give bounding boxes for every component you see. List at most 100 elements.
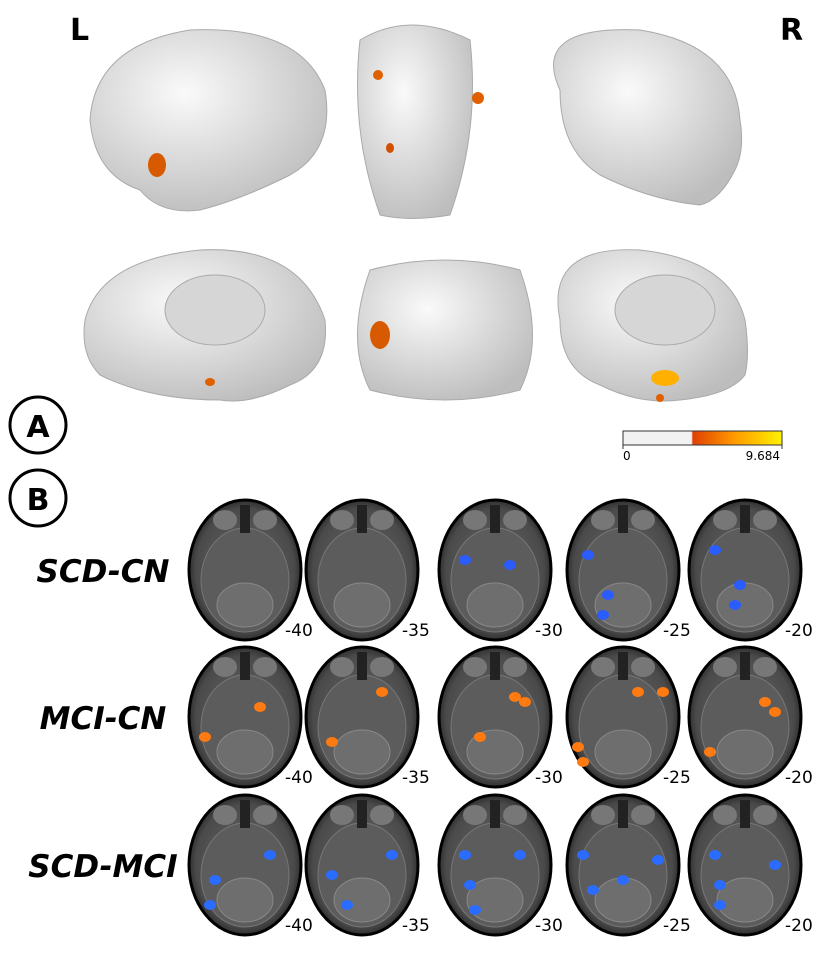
eye — [713, 657, 737, 677]
cerebellum — [333, 582, 391, 628]
slice-label: -30 — [535, 768, 563, 788]
slice-label: -30 — [535, 621, 563, 641]
slice-label: -30 — [535, 916, 563, 936]
activation-blob — [769, 707, 781, 717]
activation-blob — [254, 702, 266, 712]
activation-blob — [376, 687, 388, 697]
eye — [591, 657, 615, 677]
cerebellum — [216, 729, 274, 775]
nasal — [740, 800, 750, 828]
nasal — [240, 505, 250, 533]
activation-blob — [704, 747, 716, 757]
eye — [213, 805, 237, 825]
slice-label: -40 — [285, 768, 313, 788]
slice-label: -25 — [663, 621, 691, 641]
colorbar — [622, 430, 783, 446]
nasal — [357, 800, 367, 828]
activation-blob — [572, 742, 584, 752]
eye — [253, 510, 277, 530]
eye — [370, 657, 394, 677]
activation-blob — [709, 850, 721, 860]
cerebellum — [716, 729, 774, 775]
activation-blob — [199, 732, 211, 742]
eye — [463, 657, 487, 677]
activation-blob — [617, 875, 629, 885]
slice-label: -25 — [663, 768, 691, 788]
activation-blob — [709, 545, 721, 555]
activation-blob — [264, 850, 276, 860]
eye — [330, 510, 354, 530]
nasal — [618, 505, 628, 533]
eye — [253, 805, 277, 825]
activation-blob — [582, 550, 594, 560]
activation-blob — [469, 905, 481, 915]
colorbar-label: 9.684 — [746, 449, 780, 463]
row-label: MCI-CN — [40, 701, 167, 737]
cerebellum — [357, 259, 533, 401]
eye — [631, 657, 655, 677]
activation-blob — [459, 555, 471, 565]
activation-blob — [734, 580, 746, 590]
slice-label: -20 — [785, 916, 813, 936]
cerebellum — [333, 877, 391, 923]
cerebellum — [716, 877, 774, 923]
cerebellum — [466, 877, 524, 923]
activation-blob — [474, 732, 486, 742]
panel-b-circle — [8, 468, 68, 528]
activation-blob — [577, 850, 589, 860]
eye — [591, 805, 615, 825]
panel-b-label: B — [27, 483, 50, 518]
activation-blob — [597, 610, 609, 620]
activation-blob — [459, 850, 471, 860]
activation-blob — [587, 885, 599, 895]
panel-a-label: A — [26, 410, 50, 445]
nasal — [240, 652, 250, 680]
eye — [591, 510, 615, 530]
eye — [463, 805, 487, 825]
slice-label: -25 — [663, 916, 691, 936]
activation-blob — [386, 850, 398, 860]
brain-ventral — [357, 24, 473, 219]
nasal — [490, 652, 500, 680]
eye — [753, 657, 777, 677]
activation-blob — [326, 737, 338, 747]
nasal — [618, 800, 628, 828]
activation-blob — [326, 870, 338, 880]
eye — [503, 657, 527, 677]
left-label: L — [70, 13, 89, 48]
activation-blob — [341, 900, 353, 910]
nasal — [357, 505, 367, 533]
corpus-callosum — [164, 274, 266, 346]
activation-blob — [632, 687, 644, 697]
slice-label: -35 — [402, 621, 430, 641]
eye — [631, 510, 655, 530]
eye — [213, 657, 237, 677]
activation-blobs — [148, 70, 679, 402]
eye — [330, 657, 354, 677]
eye — [463, 510, 487, 530]
colorbar-label: 0 — [623, 449, 631, 463]
nasal — [740, 505, 750, 533]
cerebellum — [594, 729, 652, 775]
cerebellum — [594, 582, 652, 628]
activation-blob — [714, 900, 726, 910]
activation-blob — [657, 687, 669, 697]
cerebellum — [466, 582, 524, 628]
activation-blob — [504, 560, 516, 570]
eye — [753, 510, 777, 530]
cerebellum — [216, 877, 274, 923]
eye — [753, 805, 777, 825]
cerebellum — [216, 582, 274, 628]
corpus-callosum — [614, 274, 716, 346]
eye — [503, 805, 527, 825]
activation-blob — [204, 900, 216, 910]
activation-blob — [729, 600, 741, 610]
right-label: R — [780, 13, 803, 48]
eye — [503, 510, 527, 530]
panel-a-circle — [8, 395, 68, 455]
slice-label: -40 — [285, 621, 313, 641]
slice-label: -35 — [402, 916, 430, 936]
slice-label: -40 — [285, 916, 313, 936]
activation-blob — [602, 590, 614, 600]
brain-right-lateral — [553, 29, 743, 206]
